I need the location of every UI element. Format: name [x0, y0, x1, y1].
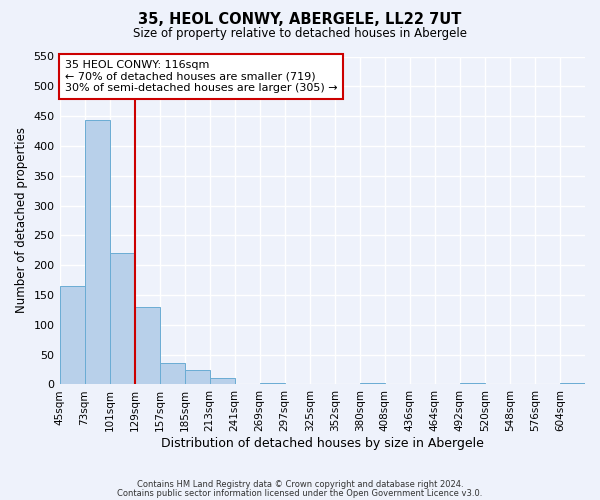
Text: Contains HM Land Registry data © Crown copyright and database right 2024.: Contains HM Land Registry data © Crown c…	[137, 480, 463, 489]
Text: Contains public sector information licensed under the Open Government Licence v3: Contains public sector information licen…	[118, 488, 482, 498]
Y-axis label: Number of detached properties: Number of detached properties	[15, 128, 28, 314]
Bar	[59, 286, 85, 384]
X-axis label: Distribution of detached houses by size in Abergele: Distribution of detached houses by size …	[161, 437, 484, 450]
Bar	[185, 370, 209, 384]
Bar	[360, 382, 385, 384]
Text: 35 HEOL CONWY: 116sqm
← 70% of detached houses are smaller (719)
30% of semi-det: 35 HEOL CONWY: 116sqm ← 70% of detached …	[65, 60, 337, 93]
Bar	[85, 120, 110, 384]
Bar	[160, 363, 185, 384]
Bar	[110, 254, 134, 384]
Text: 35, HEOL CONWY, ABERGELE, LL22 7UT: 35, HEOL CONWY, ABERGELE, LL22 7UT	[139, 12, 461, 28]
Bar	[134, 307, 160, 384]
Bar	[209, 378, 235, 384]
Text: Size of property relative to detached houses in Abergele: Size of property relative to detached ho…	[133, 28, 467, 40]
